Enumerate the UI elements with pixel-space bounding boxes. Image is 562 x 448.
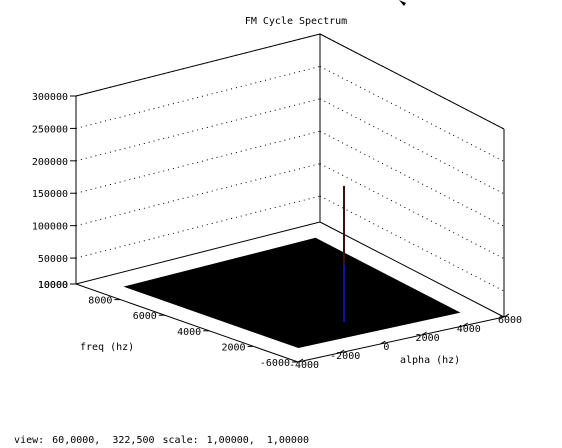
x-tick-label: 2000 [416, 333, 440, 344]
x-tick-mark [297, 358, 304, 363]
grid-lines [75, 33, 505, 292]
z-tick-label: 100000 [32, 222, 68, 233]
x-tick-mark [380, 340, 386, 345]
grid-line-back-left [75, 33, 321, 97]
top-edge-back-right [319, 33, 505, 130]
z-tick-label: 250000 [32, 124, 68, 135]
y-tick-label: 6000 [133, 311, 157, 322]
x-tick-label: -2000 [330, 351, 360, 362]
view-label: view: [14, 435, 45, 446]
z-tick-label: 300000 [32, 92, 68, 103]
x-tick-label: 6000 [498, 315, 522, 326]
grid-line-back-right [319, 130, 505, 227]
z-tick-label: 200000 [32, 157, 68, 168]
grid-line-back-right [319, 65, 505, 162]
x-tick-mark [462, 322, 469, 327]
x-tick-mark [503, 313, 510, 318]
x-tick-mark [338, 349, 345, 354]
mouse-cursor-icon [399, 0, 406, 6]
z-tick-label: 50000 [38, 254, 68, 265]
floor-edge-front-left [75, 283, 299, 363]
surface-group [123, 185, 461, 349]
z-tick-label: 150000 [32, 189, 68, 200]
grid-line-back-right [319, 163, 505, 260]
grid-line-back-left [75, 65, 321, 129]
tick-labels: 10000 50000 100000 150000 200000 250000 300000… [32, 92, 522, 371]
y-tick-label: 10000 [38, 280, 68, 291]
grid-line-back-left [75, 98, 321, 162]
y-axis-label: freq (hz) [80, 342, 134, 353]
floor-edge-back-left [75, 221, 321, 285]
floor-edge-back-right [319, 221, 505, 318]
x-tick-label: -4000 [289, 360, 319, 371]
x-tick-label: 0 [383, 342, 389, 353]
floor-edge-front-right [297, 316, 505, 363]
chart-title: FM Cycle Spectrum [245, 16, 347, 27]
grid-line-back-left [75, 130, 321, 194]
scale-label: scale: [162, 435, 199, 446]
z-tick-label: 10000 [38, 280, 68, 291]
scale-value: 1,00000, 1,00000 [206, 435, 309, 446]
grid-line-back-left [75, 195, 321, 259]
status-bar: view: 60,0000, 322,500 scale: 1,00000, 1,00… [2, 420, 317, 446]
x-tick-mark [421, 331, 427, 336]
y-tick-label: 8000 [88, 296, 112, 307]
spectrum-surface [123, 237, 461, 349]
view-value: 60,0000, 322,500 [52, 435, 155, 446]
x-axis-label: alpha (hz) [400, 355, 460, 366]
grid-line-back-left [75, 163, 321, 227]
y-tick-label: -6000 [260, 358, 290, 369]
grid-line-back-right [319, 98, 505, 195]
y-tick-label: 2000 [222, 342, 246, 353]
x-tick-label: 4000 [457, 324, 481, 335]
y-tick-label: 4000 [177, 327, 201, 338]
plot-area: FM Cycle Spectrum 10000 50000 100000 150000… [32, 16, 522, 371]
